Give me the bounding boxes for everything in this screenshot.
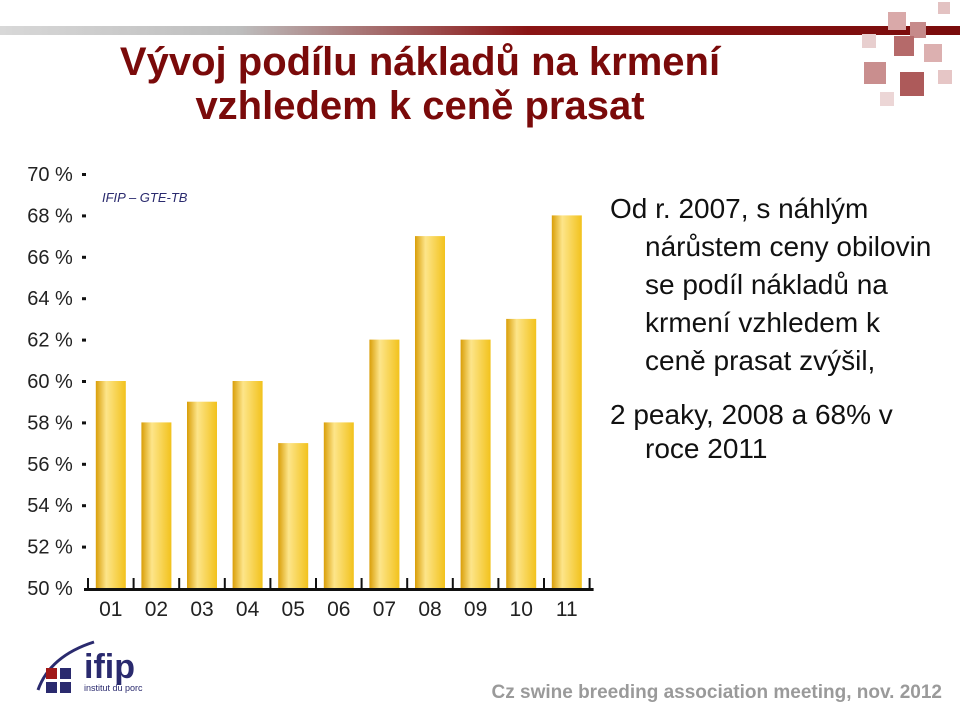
title-line-1: Vývoj podílu nákladů na krmení: [119, 40, 721, 84]
y-tick-mark: [82, 545, 86, 549]
y-tick-label: 64 %: [27, 288, 73, 310]
top-decor-bar: [0, 26, 960, 35]
y-tick-mark: [82, 504, 86, 508]
x-tick-mark: [497, 578, 500, 590]
y-tick-mark: [82, 214, 86, 218]
x-tick-label: 04: [236, 598, 260, 621]
bar-03: [187, 401, 217, 588]
slide-title: Vývoj podílu nákladů na krmení vzhledem …: [40, 40, 800, 128]
bar-11: [551, 215, 582, 588]
y-tick-mark: [82, 380, 86, 383]
x-tick-mark: [269, 578, 272, 590]
y-tick-mark: [82, 421, 86, 425]
x-tick-label: 01: [99, 598, 122, 621]
x-tick-mark: [315, 578, 317, 590]
paragraph-2: 2 peaky, 2008 a 68% v roce 2011: [610, 399, 893, 464]
bar-01: [95, 381, 126, 588]
y-tick-label: 62 %: [27, 330, 73, 352]
x-tick-mark: [451, 578, 454, 590]
logo-subtitle: institut du porc: [84, 683, 143, 693]
y-tick-label: 66 %: [27, 247, 73, 269]
x-tick-mark: [406, 578, 409, 590]
bar-05: [278, 443, 309, 588]
footer-text: Cz swine breeding association meeting, n…: [491, 682, 943, 703]
y-tick-mark: [82, 173, 86, 176]
ifip-logo: ifip institut du porc: [36, 640, 143, 693]
x-tick-label: 02: [145, 598, 168, 621]
y-axis-labels: 50 % 52 % 54 % 56 % 58 % 60 % 62 % 64 % 66 % 68 %…: [27, 164, 86, 600]
bars: [95, 215, 582, 588]
x-tick-label: 09: [464, 598, 487, 621]
bar-04: [232, 381, 263, 588]
x-tick-mark: [223, 578, 226, 590]
decorative-squares: [862, 2, 952, 106]
paragraph-1: Od r. 2007, s náhlým nárůstem ceny obilo…: [610, 193, 932, 376]
x-tick-label: 07: [373, 598, 396, 621]
source-label: IFIP – GTE-TB: [102, 190, 188, 205]
logo-name: ifip: [84, 648, 135, 686]
y-tick-mark: [82, 462, 86, 466]
x-tick-label: 10: [510, 598, 533, 621]
x-tick-label: 08: [418, 598, 441, 621]
bar-07: [369, 339, 400, 588]
y-tick-label: 68 %: [27, 205, 73, 227]
x-tick-mark: [588, 578, 591, 590]
y-tick-mark: [82, 338, 86, 342]
bar-02: [141, 422, 172, 588]
chart-canvas: 50 % 52 % 54 % 56 % 58 % 60 % 62 % 64 % 66 % 68 %…: [27, 164, 594, 621]
x-axis-labels: 01 02 03 04 05 06 07 08 09 10 11: [99, 598, 578, 621]
x-tick-label: 06: [327, 598, 350, 621]
y-tick-label: 50 %: [27, 578, 73, 600]
y-tick-label: 58 %: [27, 412, 73, 434]
x-tick-mark: [178, 578, 181, 590]
x-tick-mark: [543, 578, 545, 590]
x-tick-label: 03: [190, 598, 213, 621]
y-tick-label: 54 %: [27, 495, 73, 517]
title-line-2: vzhledem k ceně prasat: [195, 84, 645, 128]
bar-10: [506, 318, 537, 588]
y-tick-label: 52 %: [27, 537, 73, 559]
x-tick-mark: [360, 578, 363, 590]
x-axis-line: [84, 588, 594, 591]
bar-06: [323, 422, 354, 588]
text-block: Od r. 2007, s náhlým nárůstem ceny obilo…: [610, 190, 940, 466]
bar-09: [460, 339, 491, 588]
y-tick-mark: [82, 255, 86, 259]
x-tick-label: 05: [282, 598, 305, 621]
bar-08: [415, 236, 445, 588]
y-tick-mark: [82, 297, 86, 301]
y-tick-label: 56 %: [27, 454, 73, 476]
x-tick-mark: [132, 578, 135, 590]
x-tick-label: 11: [556, 598, 578, 621]
y-tick-label: 70 %: [27, 164, 73, 186]
y-tick-label: 60 %: [27, 371, 73, 393]
bar-chart: 50 % 52 % 54 % 56 % 58 % 60 % 62 % 64 % 66 % 68 %…: [0, 150, 600, 630]
x-axis: [84, 578, 594, 591]
x-tick-mark: [87, 578, 89, 590]
